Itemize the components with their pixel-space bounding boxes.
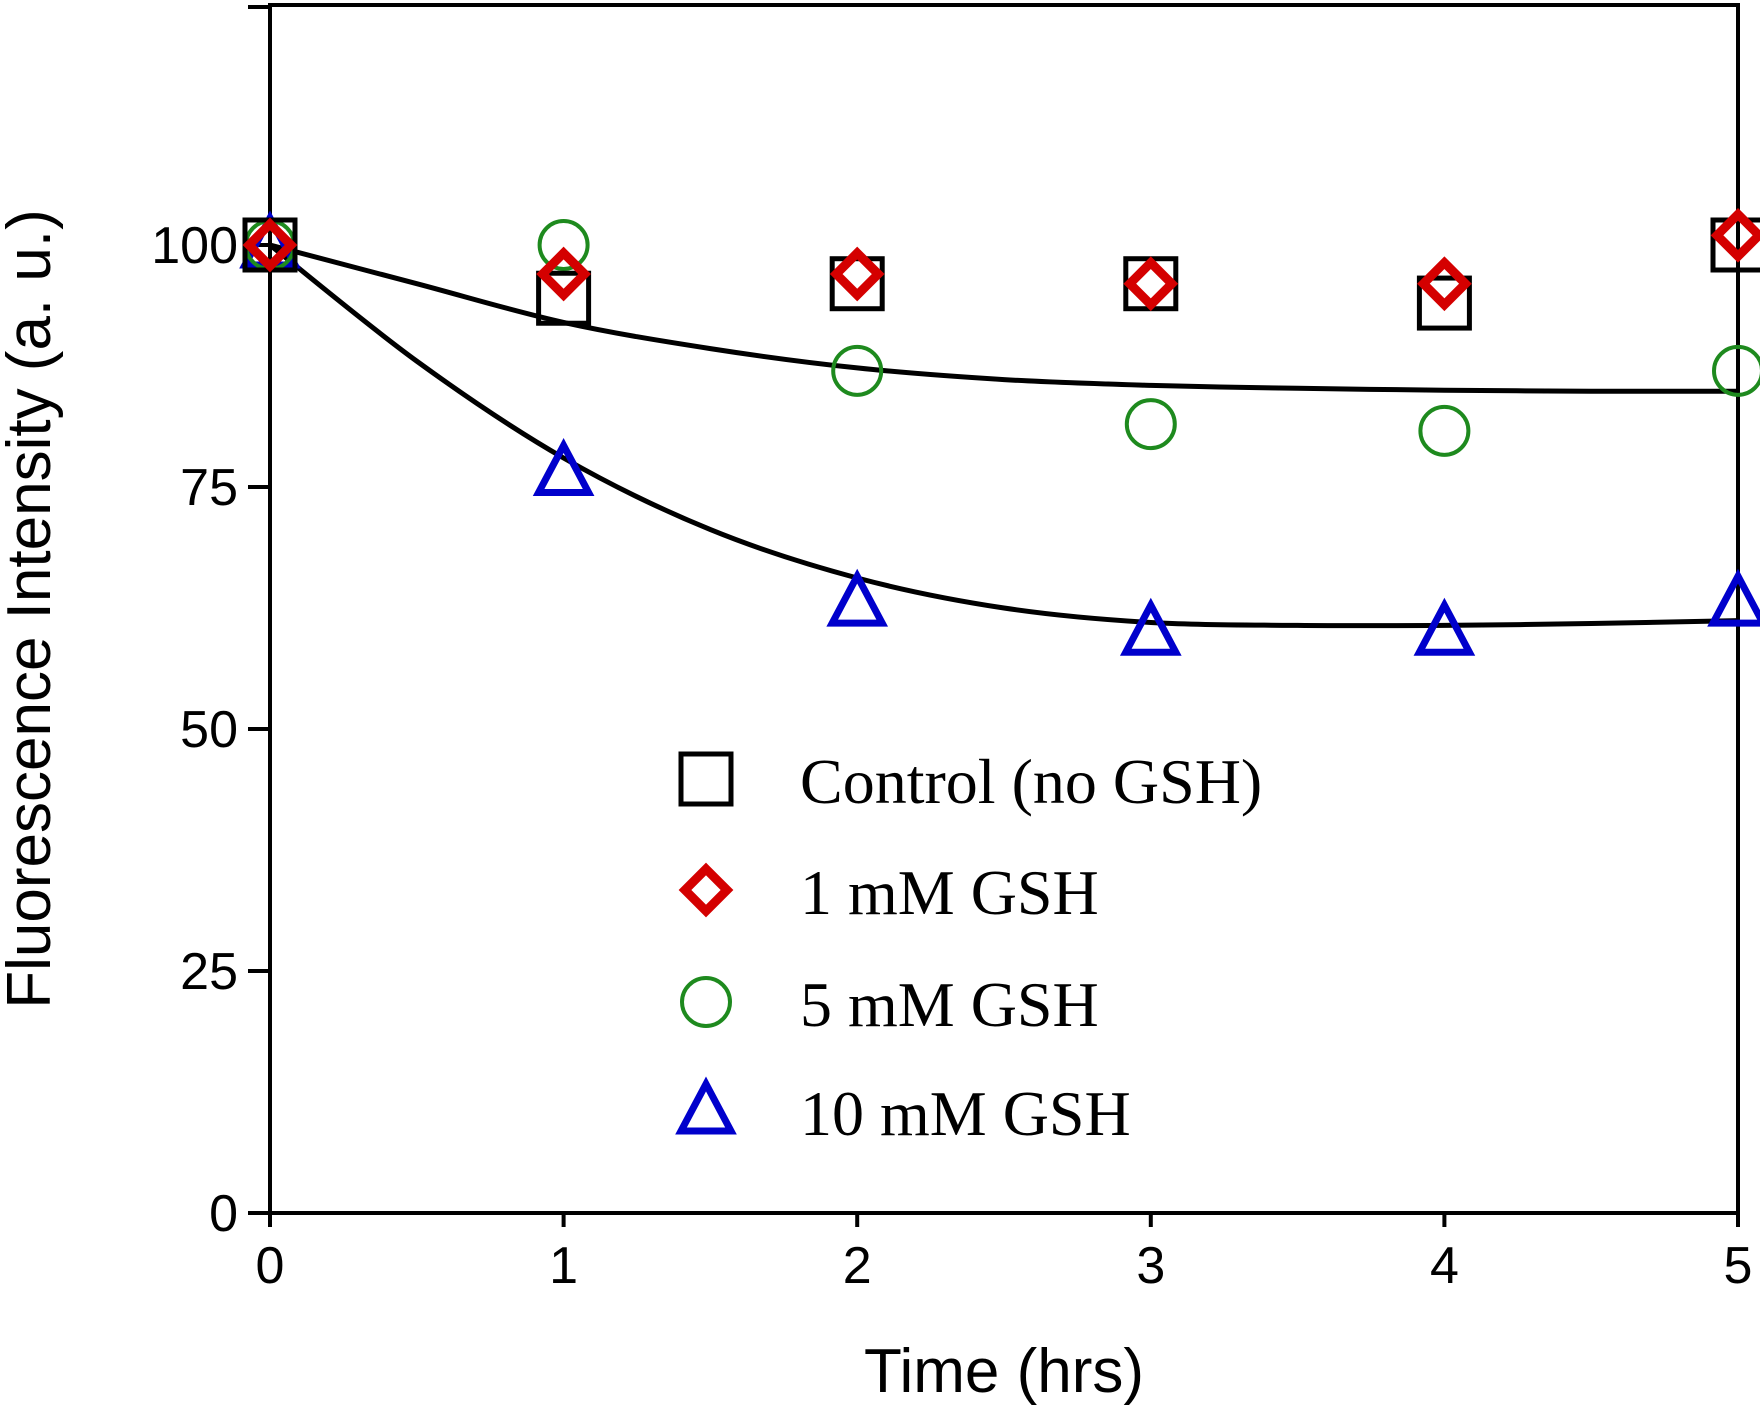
y-tick-label: 25 — [180, 943, 238, 1001]
legend: Control (no GSH) 1 mM GSH 5 mM GSH 10 mM GS… — [675, 746, 1262, 1149]
diamond-point — [242, 217, 298, 273]
fit-lines — [268, 242, 1739, 629]
square-point — [1416, 275, 1472, 331]
triangle-point — [826, 568, 889, 627]
fit-curve — [269, 242, 1739, 394]
y-tick-label: 100 — [151, 217, 238, 275]
legend-marker-circle — [680, 976, 732, 1028]
x-tick-label: 4 — [1430, 1237, 1459, 1295]
x-tick-label: 3 — [1136, 1237, 1165, 1295]
x-axis-title: Time (hrs) — [864, 1337, 1144, 1405]
x-tick-label: 1 — [549, 1237, 578, 1295]
fit-curve — [268, 243, 1739, 629]
diamond-point — [1710, 207, 1760, 263]
diamond-point — [1123, 256, 1179, 312]
diamond-point — [1417, 256, 1472, 312]
triangle-point — [1707, 568, 1760, 627]
y-axis: 0 25 50 75 100 — [151, 5, 270, 1243]
legend-marker-diamond — [678, 862, 734, 918]
legend-marker-triangle — [675, 1076, 737, 1135]
x-tick-label: 2 — [843, 1237, 872, 1295]
triangle-point — [1119, 597, 1182, 656]
square-point — [536, 270, 592, 326]
y-tick-label: 50 — [180, 701, 238, 759]
legend-label: 5 mM GSH — [800, 969, 1099, 1040]
triangle-point — [532, 438, 595, 496]
legend-marker-square — [678, 751, 734, 807]
x-axis: 0 1 2 3 4 5 — [256, 1213, 1753, 1295]
plot-frame — [268, 3, 1740, 1215]
y-tick-label: 75 — [180, 459, 238, 517]
legend-label: 1 mM GSH — [800, 857, 1099, 928]
diamond-point — [536, 246, 591, 302]
circle-point — [1712, 344, 1760, 397]
diamond-point — [829, 246, 885, 302]
circle-point — [831, 344, 884, 397]
circle-point — [537, 219, 590, 271]
x-tick-label: 0 — [256, 1237, 285, 1295]
triangle-point — [1413, 597, 1476, 656]
data-markers — [239, 207, 1760, 656]
legend-label: Control (no GSH) — [800, 746, 1262, 817]
x-tick-label: 5 — [1724, 1237, 1753, 1295]
circle-point — [1418, 404, 1471, 457]
y-tick-label: 0 — [209, 1185, 238, 1243]
circle-point — [1124, 398, 1177, 451]
y-axis-title: Fluorescence Intensity (a. u.) — [0, 209, 64, 1008]
legend-label: 10 mM GSH — [800, 1078, 1131, 1149]
